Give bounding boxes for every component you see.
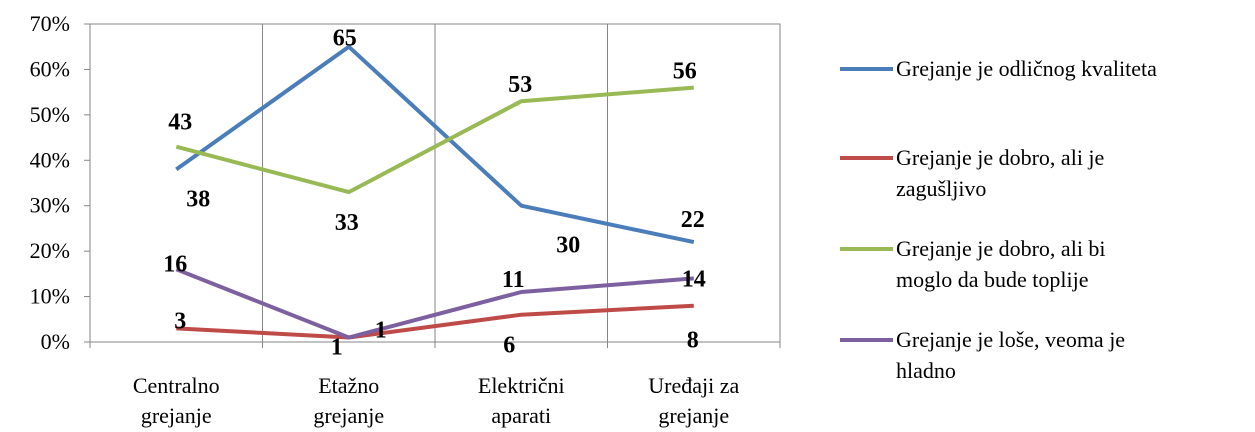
legend: Grejanje je odličnog kvaliteta Grejanje j…	[840, 56, 1157, 383]
legend-label: Grejanje je dobro, ali bi moglo da bude t…	[896, 236, 1106, 292]
data-label: 56	[673, 59, 697, 85]
y-tick-label: 40%	[30, 147, 70, 172]
data-label: 6	[503, 333, 515, 359]
data-label: 14	[682, 266, 706, 292]
data-label: 3	[174, 308, 186, 334]
series-lines	[175, 44, 695, 340]
series-line-2	[176, 303, 694, 340]
y-tick-label: 70%	[30, 11, 70, 36]
data-label: 30	[556, 233, 580, 259]
x-category-label: Etažno grejanje	[313, 373, 384, 428]
x-category-label: Električni aparati	[478, 373, 565, 428]
x-category-label: Centralno grejanje	[133, 373, 220, 428]
series-line-4	[175, 267, 694, 340]
legend-label: Grejanje je odličnog kvaliteta	[896, 56, 1157, 81]
data-label: 43	[168, 110, 192, 136]
data-label: 53	[508, 72, 532, 98]
y-tick-label: 50%	[30, 102, 70, 127]
data-label: 11	[502, 267, 525, 293]
legend-label: Grejanje je dobro, ali je zagušljivo	[896, 145, 1104, 201]
x-axis: Centralno grejanje Etažno grejanje Električn…	[89, 342, 781, 428]
y-tick-label: 60%	[30, 56, 70, 81]
data-label: 65	[333, 26, 357, 52]
data-label: 1	[331, 334, 343, 360]
data-label: 1	[375, 317, 387, 343]
data-label: 16	[163, 251, 187, 277]
data-label: 38	[186, 186, 210, 212]
series-line-1	[175, 44, 695, 245]
data-label: 33	[335, 210, 359, 236]
y-axis: 0% 10% 20% 30% 40% 50% 60% 70%	[30, 11, 90, 354]
x-category-label: Uređaji za grejanje	[648, 373, 739, 428]
data-label: 22	[681, 207, 705, 233]
series-line-3	[175, 85, 694, 195]
y-tick-label: 30%	[30, 193, 70, 218]
legend-label: Grejanje je loše, veoma je hladno	[896, 327, 1125, 383]
y-tick-label: 0%	[41, 329, 70, 354]
data-label: 8	[687, 328, 699, 354]
y-tick-label: 20%	[30, 238, 70, 263]
y-tick-label: 10%	[30, 284, 70, 309]
